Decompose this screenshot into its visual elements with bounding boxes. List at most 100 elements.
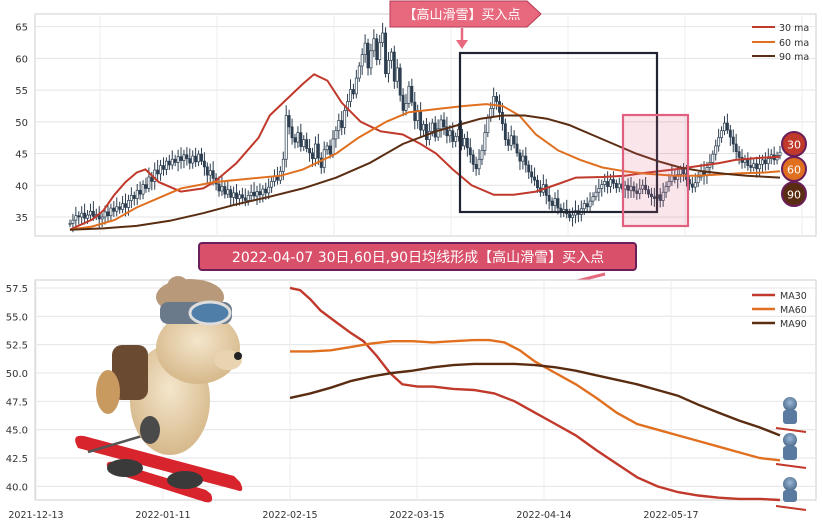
candle-body — [191, 155, 195, 164]
candle-body — [696, 176, 700, 184]
candle-body — [211, 170, 215, 179]
candle-body — [132, 195, 136, 199]
ma-chart: 40.0 42.5 45.0 47.5 50.0 52.5 55.0 57.5 2021-12… — [6, 276, 817, 521]
candle-body — [676, 174, 680, 180]
candle-body — [240, 194, 244, 199]
price-y-tick: 50 — [15, 118, 28, 129]
candle-body — [115, 206, 119, 212]
candle-body — [515, 143, 519, 154]
price-y-tick: 35 — [15, 213, 28, 224]
dog-nose — [234, 352, 242, 360]
candle-body — [661, 191, 665, 201]
price-legend: 30 ma 60 ma 90 ma — [752, 23, 809, 63]
mini-skier-1 — [775, 397, 807, 433]
candle-body — [354, 77, 358, 95]
legend-label-MA30: MA30 — [780, 291, 807, 302]
top-banner: 【高山滑雪】买入点 — [389, 0, 542, 49]
boot-right — [167, 471, 203, 489]
candle-body — [667, 181, 671, 187]
candle-body — [226, 189, 230, 195]
ma-y-tick: 45.0 — [6, 426, 28, 437]
candle-body — [506, 139, 510, 146]
candle-body — [533, 176, 537, 181]
ma-x-axis: 2021-12-13 2022-01-11 2022-02-15 2022-03-15… — [8, 510, 698, 521]
candle-body — [737, 151, 741, 158]
candle-body — [109, 207, 113, 217]
candle-body — [658, 194, 662, 201]
ma-badges: 30 60 90 — [781, 131, 807, 207]
candle-body — [311, 152, 314, 159]
candle-body — [375, 38, 379, 61]
candle-body — [462, 137, 466, 147]
candle-body — [360, 54, 364, 67]
candle-body — [351, 89, 355, 95]
candle-body — [235, 192, 238, 199]
candle-body — [182, 154, 186, 161]
candle-body — [550, 200, 554, 206]
candle-body — [649, 193, 653, 198]
candle-body — [401, 94, 405, 111]
candle-body — [164, 160, 168, 170]
consolidation-box — [458, 51, 659, 214]
candle-body — [530, 171, 534, 178]
candle-body — [86, 214, 89, 219]
badge-90-label: 90 — [787, 189, 801, 202]
candle-body — [404, 103, 408, 111]
candle-body — [652, 196, 656, 199]
candle-body — [723, 122, 726, 132]
candle-body — [664, 186, 668, 193]
ma-x-tick: 2022-02-15 — [262, 510, 317, 521]
candle-body — [758, 163, 761, 170]
candle-body — [147, 176, 151, 189]
candle-body — [725, 122, 729, 131]
candle-body — [188, 158, 192, 164]
mini-skier-3 — [775, 477, 807, 511]
candle-body — [270, 181, 274, 188]
candle-body — [568, 213, 572, 218]
candle-body — [398, 67, 402, 96]
candle-body — [217, 183, 221, 192]
candle-body — [749, 165, 753, 168]
candle-body — [439, 119, 443, 130]
ma-line-MA30 — [289, 286, 781, 502]
candle-body — [100, 216, 104, 220]
candle-body — [135, 189, 139, 199]
candle-body — [103, 211, 107, 218]
mid-banner-shape — [198, 242, 637, 271]
candle-body — [389, 51, 393, 61]
candle-body — [614, 183, 618, 189]
candle-body — [162, 165, 165, 170]
candle-body — [124, 203, 127, 208]
candle-body — [313, 143, 317, 159]
candle-body — [471, 154, 475, 165]
candle-body — [553, 198, 557, 206]
dog-goggles — [188, 300, 232, 326]
candle-body — [170, 158, 174, 166]
boot-left — [107, 459, 143, 477]
candle-body — [121, 203, 125, 210]
candle-body — [89, 210, 92, 216]
legend-label-ma90: 90 ma — [779, 52, 809, 63]
candle-body — [223, 186, 227, 195]
candle-body — [527, 164, 531, 173]
candle-body — [176, 156, 180, 163]
candle-body — [422, 124, 425, 131]
candle-body — [682, 169, 686, 175]
ma-line-30-ma — [69, 73, 781, 231]
candle-body — [80, 212, 84, 218]
candle-body — [556, 198, 560, 209]
candle-body — [641, 184, 645, 190]
candle-body — [246, 195, 250, 201]
candle-body — [448, 130, 452, 137]
buy-point-box — [621, 113, 690, 228]
candle-body — [498, 101, 501, 113]
ma-legend: MA30 MA60 MA90 — [752, 291, 807, 330]
candle-body — [74, 215, 78, 221]
ma-y-tick: 55.0 — [6, 312, 28, 323]
candle-body — [495, 96, 499, 102]
candle-body — [363, 42, 367, 55]
price-y-tick: 55 — [15, 86, 28, 97]
candle-body — [243, 197, 247, 201]
candle-body — [509, 135, 513, 146]
ma-x-tick: 2021-12-13 — [8, 510, 63, 521]
